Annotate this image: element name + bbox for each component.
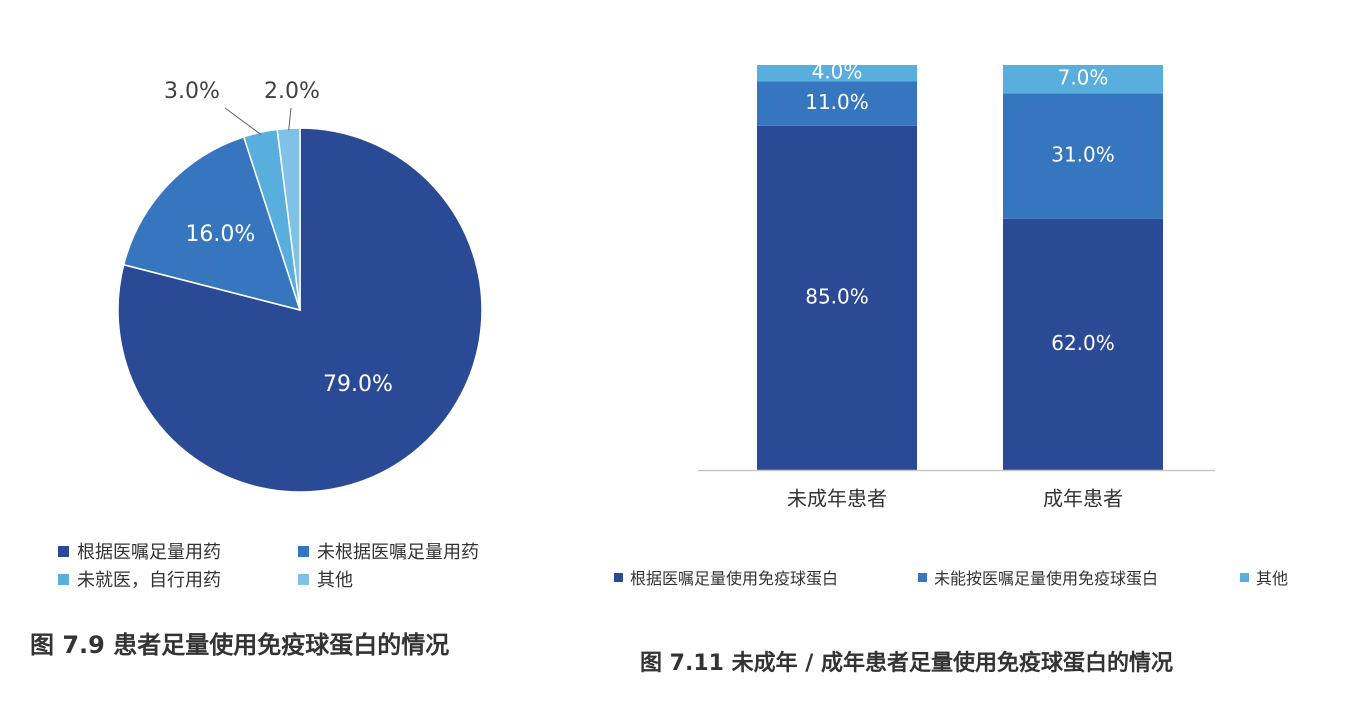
bar-data-label: 11.0% [805,90,869,114]
pie-chart: 79.0% 16.0% 3.0% 2.0% [117,79,483,493]
legend-swatch [918,572,927,582]
x-tick-label: 未成年患者 [787,487,887,511]
bar-data-label: 7.0% [1058,66,1109,90]
bar-data-label: 4.0% [812,60,863,84]
bar-legend-label: 其他 [1256,569,1289,588]
bar-legend-label: 根据医嘱足量使用免疫球蛋白 [630,569,839,588]
bar-legend-item: 其他 [1240,565,1288,589]
pie-data-label: 3.0% [164,79,220,104]
stacked-bar-chart: 85.0% 11.0% 4.0% 未成年患者 62.0% 31.0% 7.0% 成年患者 [698,60,1215,511]
bar-segment [757,125,917,470]
pie-data-label: 79.0% [323,372,393,397]
bar-data-label: 62.0% [1051,331,1115,355]
legend-swatch [298,573,309,585]
bar-segment [757,65,917,82]
pie-caption: 图 7.9 患者足量使用免疫球蛋白的情况 [30,631,450,659]
legend-swatch [1240,572,1249,582]
pie-slice [117,127,483,493]
bar-legend-item: 未能按医嘱足量使用免疫球蛋白 [918,565,1158,589]
bar-segment [1003,93,1163,219]
pie-data-label: 2.0% [264,79,320,104]
pie-legend-label: 其他 [317,570,353,591]
leader-line [288,107,292,131]
leader-line [224,107,262,135]
x-tick-label: 成年患者 [1043,487,1123,511]
pie-legend-label: 未根据医嘱足量用药 [317,542,479,563]
bar-segment [1003,218,1163,470]
pie-legend-item: 根据医嘱足量用药 [58,538,221,564]
legend-swatch [58,545,69,557]
bar-segment [1003,65,1163,94]
legend-swatch [58,573,69,585]
pie-legend-item: 其他 [298,566,353,592]
bar-caption: 图 7.11 未成年 / 成年患者足量使用免疫球蛋白的情况 [640,651,1173,676]
bar-data-label: 85.0% [805,284,869,308]
bar-legend-item: 根据医嘱足量使用免疫球蛋白 [614,565,838,589]
pie-legend-item: 未根据医嘱足量用药 [298,538,479,564]
bar-segment [757,81,917,126]
bar-data-label: 31.0% [1051,143,1115,167]
pie-data-label: 16.0% [185,222,255,247]
pie-legend-item: 未就医，自行用药 [58,566,221,592]
pie-legend-label: 未就医，自行用药 [77,570,221,591]
legend-swatch [614,572,623,582]
legend-swatch [298,545,309,557]
pie-legend-label: 根据医嘱足量用药 [77,542,221,563]
pie-slice [122,135,302,312]
bar-legend-label: 未能按医嘱足量使用免疫球蛋白 [934,569,1159,588]
